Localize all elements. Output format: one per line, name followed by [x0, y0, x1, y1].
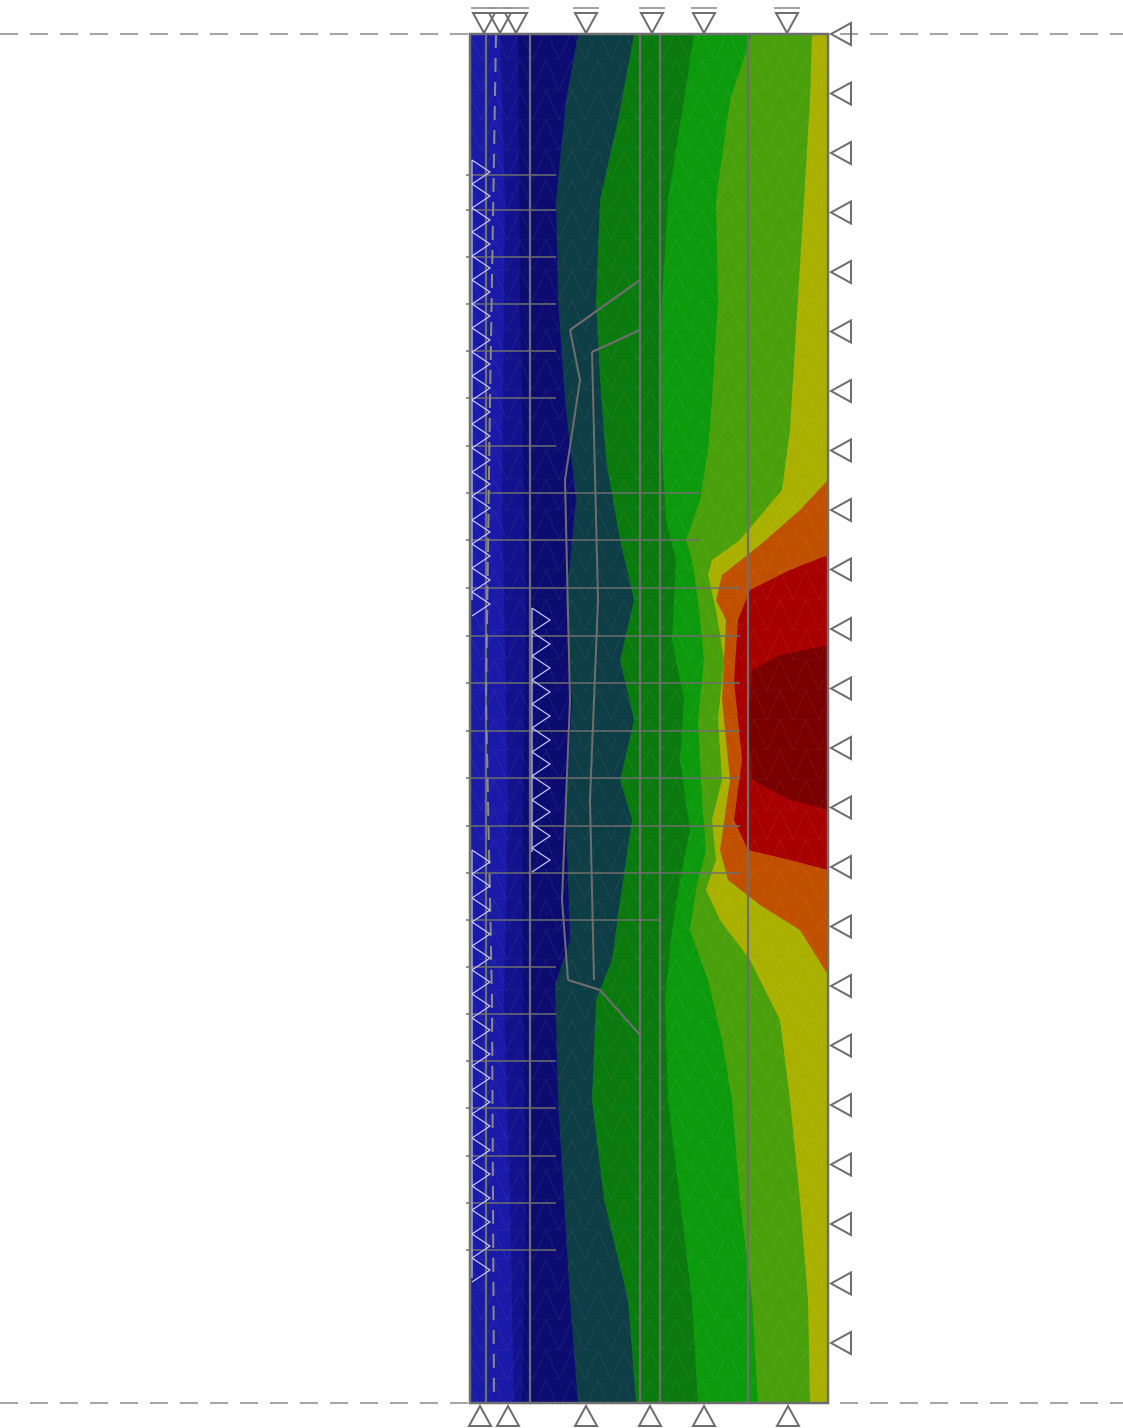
- triangle-up-support-icon-4: [637, 1403, 663, 1427]
- rebar-zigzag-left-upper: [470, 159, 492, 617]
- triangle-left-support-icon-11: [828, 616, 852, 642]
- triangle-left-support-icon-18: [828, 1032, 852, 1059]
- dashed-inner-line: [484, 33, 497, 1404]
- triangle-down-support-icon-6: [691, 12, 717, 36]
- triangle-left-support-icon-17: [828, 973, 852, 999]
- triangle-up-support-icon-3: [573, 1403, 599, 1427]
- triangle-down-support-icon-4: [573, 12, 599, 36]
- triangle-left-support-icon-6: [828, 318, 852, 345]
- triangle-left-support-icon-12: [828, 675, 852, 702]
- structural-members: [466, 33, 750, 1404]
- triangle-left-support-icon-2: [828, 80, 852, 107]
- triangle-left-support-icon-16: [828, 913, 852, 940]
- diagonal-strut-left: [560, 329, 582, 981]
- triangle-down-support-icon-3: [503, 12, 529, 36]
- slanted-member-upper-left: [569, 279, 641, 331]
- triangle-left-support-icon-10: [828, 556, 852, 583]
- triangle-left-support-icon-8: [828, 437, 852, 464]
- mesh-overlay: [470, 34, 828, 1403]
- triangle-left-support-icon-21: [828, 1211, 852, 1237]
- slanted-member-lower-left: [567, 978, 641, 1036]
- triangle-left-support-icon-14: [828, 794, 852, 821]
- triangle-up-support-icon-5: [691, 1403, 717, 1427]
- triangle-left-support-icon-7: [828, 378, 852, 404]
- triangle-left-support-icon-19: [828, 1092, 852, 1118]
- triangle-up-support-icon-1: [467, 1403, 493, 1427]
- triangle-down-support-icon-7: [774, 12, 800, 36]
- triangle-left-support-icon-22: [828, 1270, 852, 1297]
- triangle-left-support-icon-9: [828, 497, 852, 523]
- contour-bands: [470, 34, 828, 1403]
- triangle-down-support-icon-1: [471, 12, 497, 36]
- triangle-down-support-icon-5: [639, 12, 665, 36]
- reinforcement-zigzags: [470, 159, 552, 1283]
- triangle-left-support-icon-3: [828, 140, 852, 166]
- right-supports: [828, 21, 852, 1356]
- domain-outline: [468, 32, 830, 1405]
- triangle-up-support-icon-6: [775, 1403, 801, 1427]
- slanted-member-upper-right: [591, 329, 641, 353]
- top-supports: [471, 7, 800, 36]
- rebar-zigzag-mid: [530, 607, 552, 873]
- triangle-left-support-icon-13: [828, 735, 852, 761]
- bottom-supports: [467, 1403, 801, 1427]
- triangle-left-support-icon-15: [828, 854, 852, 880]
- triangle-left-support-icon-5: [828, 259, 852, 285]
- triangle-left-support-icon-4: [828, 199, 852, 226]
- triangle-left-support-icon-20: [828, 1151, 852, 1178]
- diagonal-strut-right: [588, 351, 600, 981]
- triangle-up-support-icon-2: [495, 1403, 521, 1427]
- triangle-down-support-icon-2: [487, 12, 513, 36]
- triangle-left-support-icon-1: [828, 21, 852, 47]
- triangle-left-support-icon-23: [828, 1330, 852, 1356]
